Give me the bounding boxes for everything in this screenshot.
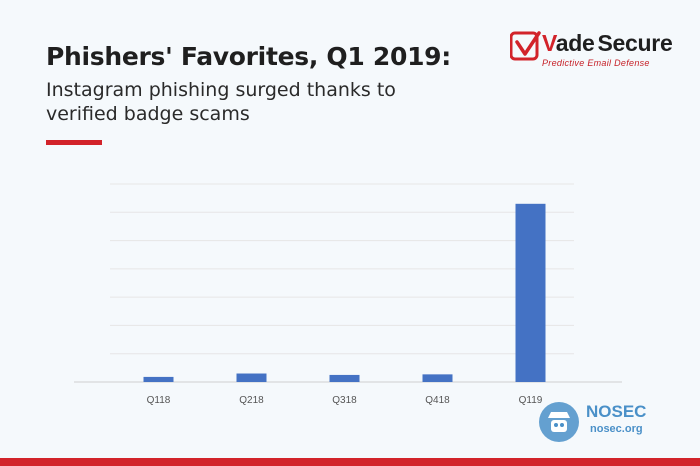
bar-Q318 [329,374,360,382]
nosec-shield-icon [539,402,579,442]
bar-Q118 [143,376,174,382]
chart-subtitle: Instagram phishing surged thanks to veri… [46,79,396,125]
x-tick-label: Q119 [519,395,543,406]
vade-secure-logo: Vade Secure Predictive Email Defense [510,28,680,73]
accent-rule [46,140,102,145]
logo-text-secure: Secure [597,30,673,56]
nosec-domain: nosec.org [590,423,643,435]
logo-check-icon [510,31,541,61]
bar-Q218 [236,373,267,382]
bar-chart: Q118 Q218 Q318 Q418 Q119 [74,183,622,406]
chart-title: Phishers' Favorites, Q1 2019: [46,42,451,71]
logo-text-ade: ade [555,30,595,56]
logo-text: Vade Secure [542,30,673,57]
logo-text-v: V [542,30,556,56]
nosec-watermark: NOSEC nosec.org [537,400,677,444]
logo-tagline: Predictive Email Defense [542,58,650,68]
bar-Q418 [422,374,453,382]
footer-bar [0,458,700,466]
x-tick-label: Q118 [147,395,171,406]
x-tick-label: Q218 [239,395,264,406]
nosec-name: NOSEC [586,402,647,421]
x-tick-label: Q418 [425,395,450,406]
x-tick-label: Q318 [332,395,357,406]
bar-Q119 [515,203,546,382]
